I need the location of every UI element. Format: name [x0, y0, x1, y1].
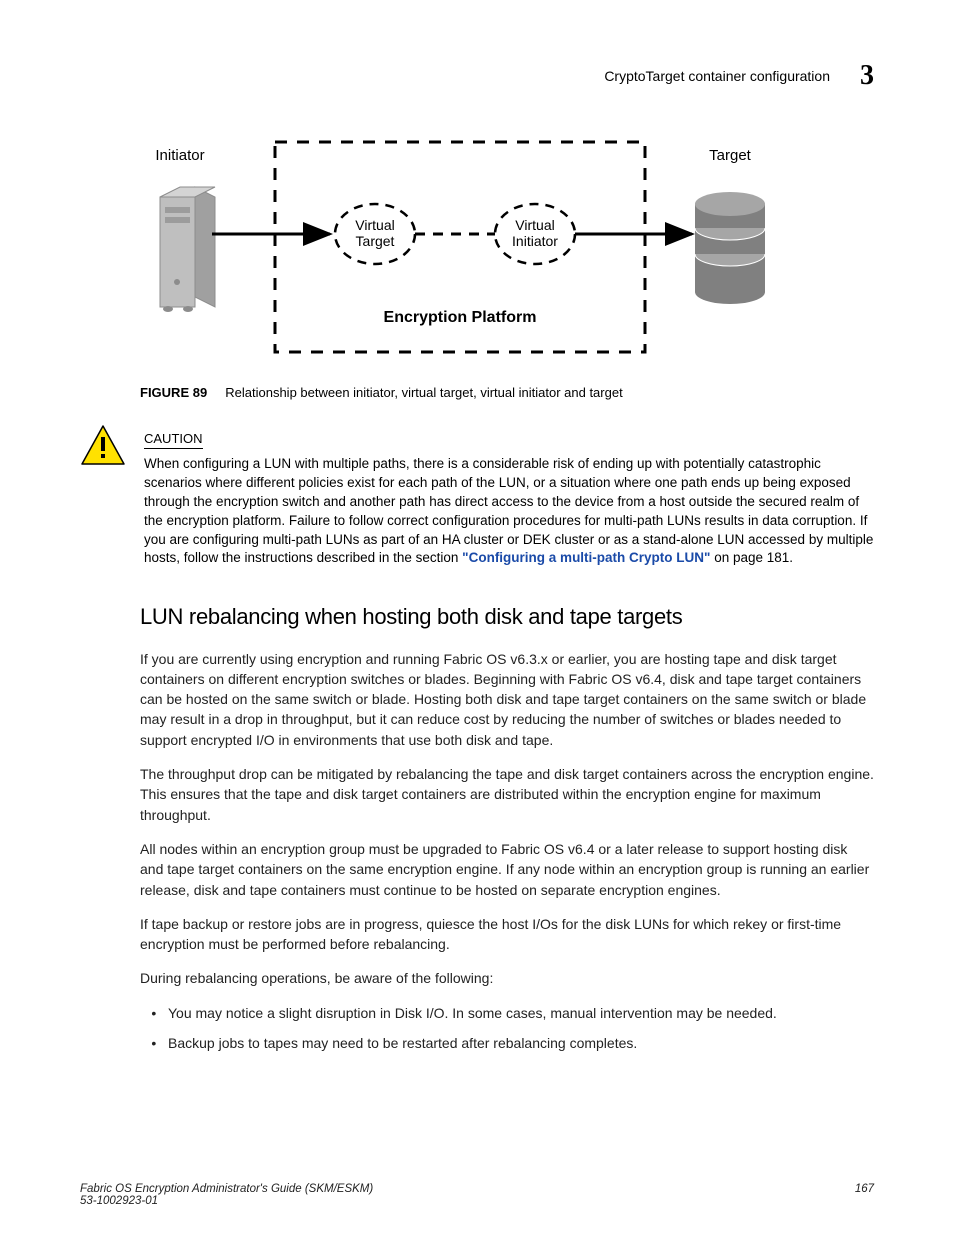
target-icon — [695, 192, 765, 304]
vi-label-2: Initiator — [512, 233, 558, 249]
caution-heading: CAUTION — [144, 431, 203, 449]
para-1: If you are currently using encryption an… — [140, 649, 874, 750]
initiator-icon — [160, 187, 215, 312]
footer-page-number: 167 — [855, 1183, 874, 1207]
caution-icon — [80, 424, 126, 466]
para-5: During rebalancing operations, be aware … — [140, 968, 874, 988]
section-heading: LUN rebalancing when hosting both disk a… — [140, 604, 874, 630]
figure-caption-text: Relationship between initiator, virtual … — [225, 385, 622, 400]
figure-89: Initiator Target Encryption Platform Vir… — [140, 132, 874, 400]
para-4: If tape backup or restore jobs are in pr… — [140, 914, 874, 955]
footer-left: Fabric OS Encryption Administrator's Gui… — [80, 1183, 373, 1207]
caution-text: When configuring a LUN with multiple pat… — [144, 455, 874, 568]
footer-doc-title: Fabric OS Encryption Administrator's Gui… — [80, 1183, 373, 1195]
header-section-title: CryptoTarget container configuration — [604, 68, 830, 84]
bullet-list: You may notice a slight disruption in Di… — [140, 1003, 874, 1054]
page-header: CryptoTarget container configuration 3 — [80, 60, 874, 92]
vt-label-2: Target — [356, 233, 395, 249]
figure-diagram: Initiator Target Encryption Platform Vir… — [140, 132, 780, 372]
caution-block: CAUTION When configuring a LUN with mult… — [80, 430, 874, 568]
platform-label: Encryption Platform — [384, 309, 537, 326]
caution-body-after: on page 181. — [710, 550, 793, 565]
initiator-label: Initiator — [155, 147, 204, 164]
vt-label-1: Virtual — [355, 217, 394, 233]
caution-link[interactable]: "Configuring a multi-path Crypto LUN" — [462, 550, 710, 565]
figure-label: FIGURE 89 — [140, 385, 207, 400]
list-item: You may notice a slight disruption in Di… — [168, 1003, 874, 1023]
list-item: Backup jobs to tapes may need to be rest… — [168, 1033, 874, 1053]
chapter-number: 3 — [860, 60, 874, 92]
page-footer: Fabric OS Encryption Administrator's Gui… — [80, 1183, 874, 1207]
figure-caption: FIGURE 89 Relationship between initiator… — [140, 385, 874, 400]
target-label: Target — [709, 147, 752, 164]
para-3: All nodes within an encryption group mus… — [140, 839, 874, 900]
footer-doc-number: 53-1002923-01 — [80, 1195, 158, 1207]
para-2: The throughput drop can be mitigated by … — [140, 764, 874, 825]
vi-label-1: Virtual — [515, 217, 554, 233]
